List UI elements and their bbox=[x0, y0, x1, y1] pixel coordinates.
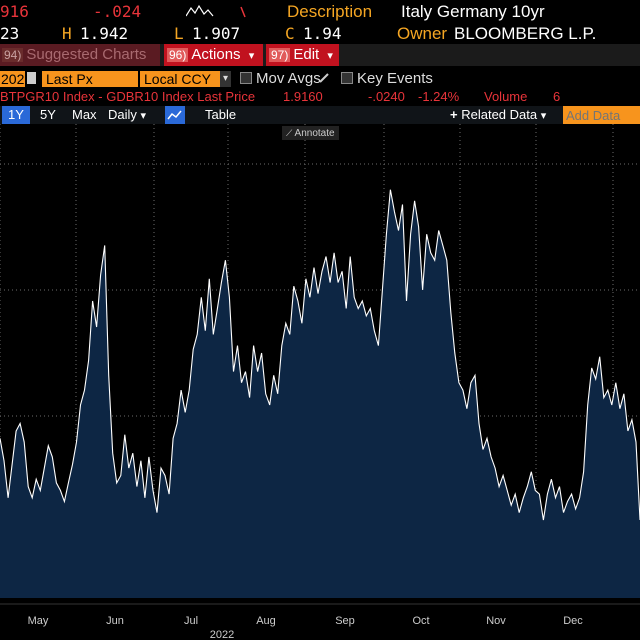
x-tick-label: May bbox=[28, 615, 49, 627]
mini-trend-icon bbox=[186, 4, 214, 17]
tick-mark-icon bbox=[240, 6, 246, 18]
security-change: -.0240 bbox=[368, 89, 405, 104]
currency-select[interactable]: Local CCY bbox=[140, 71, 220, 87]
x-tick-label: Aug bbox=[256, 615, 276, 627]
high-value: 1.942 bbox=[80, 24, 129, 43]
chart-nav-bar bbox=[0, 106, 640, 124]
suggested-charts-button[interactable]: 94) Suggested Charts bbox=[0, 44, 160, 66]
security-pct-change: -1.24% bbox=[418, 89, 460, 104]
mov-avgs-label: Mov Avgs bbox=[256, 70, 321, 87]
price-chart: May Jun Jul Aug Sep Oct Nov Dec 2022 bbox=[0, 124, 640, 640]
owner-value: BLOOMBERG L.P. bbox=[454, 24, 597, 43]
line-chart-icon[interactable] bbox=[165, 106, 185, 124]
series-area bbox=[0, 189, 640, 598]
related-data-button[interactable]: + Related Data ▾ bbox=[450, 107, 547, 122]
chevron-down-icon: ▾ bbox=[540, 110, 547, 122]
period-select[interactable]: Daily ▾ bbox=[108, 107, 147, 122]
chevron-down-icon: ▾ bbox=[248, 50, 255, 62]
volume-value: 6 bbox=[553, 89, 561, 104]
volume-label: Volume bbox=[484, 89, 528, 104]
chevron-down-icon: ▾ bbox=[327, 50, 333, 62]
range-1y-button[interactable]: 1Y bbox=[2, 106, 30, 124]
x-tick-label: Jul bbox=[184, 615, 198, 627]
range-max-button[interactable]: Max bbox=[72, 107, 97, 122]
price-change: -.024 bbox=[93, 2, 142, 21]
mov-avgs-checkbox[interactable] bbox=[240, 72, 252, 84]
plus-icon: + bbox=[450, 107, 458, 122]
edit-button[interactable]: 97) Edit ▾ bbox=[266, 44, 339, 66]
last-price-partial: 916 bbox=[0, 2, 29, 21]
field-select-last-px[interactable]: Last Px bbox=[42, 71, 138, 87]
close-label: C bbox=[285, 24, 295, 43]
low-label: L bbox=[174, 24, 184, 43]
chevron-down-icon: ▾ bbox=[140, 110, 147, 122]
pencil-icon[interactable] bbox=[318, 72, 330, 84]
security-last: 1.9160 bbox=[283, 89, 323, 104]
annotate-button[interactable]: ⟋ Annotate bbox=[282, 126, 339, 140]
x-tick-label: Dec bbox=[563, 615, 583, 627]
table-button[interactable]: Table bbox=[205, 107, 237, 122]
security-name: BTPGR10 Index - GDBR10 Index Last Price bbox=[0, 89, 256, 104]
range-5y-button[interactable]: 5Y bbox=[40, 107, 56, 122]
owner-label: Owner bbox=[397, 24, 448, 43]
x-tick-label: Oct bbox=[412, 615, 429, 627]
key-events-checkbox[interactable] bbox=[341, 72, 353, 84]
low-value: 1.907 bbox=[192, 24, 241, 43]
currency-dropdown-icon[interactable]: ▾ bbox=[220, 71, 231, 87]
key-events-label: Key Events bbox=[357, 70, 433, 87]
description-value: Italy Germany 10yr bbox=[401, 2, 545, 21]
x-tick-label: Sep bbox=[335, 615, 355, 627]
x-tick-label: Nov bbox=[486, 615, 506, 627]
pencil-icon: ⟋ bbox=[286, 128, 293, 138]
x-year-label: 2022 bbox=[210, 629, 234, 640]
add-data-input[interactable] bbox=[563, 106, 640, 124]
high-label: H bbox=[62, 24, 72, 43]
calendar-icon[interactable] bbox=[27, 72, 36, 84]
open-partial: 23 bbox=[0, 24, 20, 43]
x-tick-label: Jun bbox=[106, 615, 124, 627]
actions-button[interactable]: 96) Actions ▾ bbox=[164, 44, 263, 66]
series-line bbox=[0, 189, 640, 521]
description-label: Description bbox=[287, 2, 373, 21]
start-date-field[interactable]: 2023 bbox=[0, 71, 33, 87]
close-value: 1.94 bbox=[303, 24, 342, 43]
